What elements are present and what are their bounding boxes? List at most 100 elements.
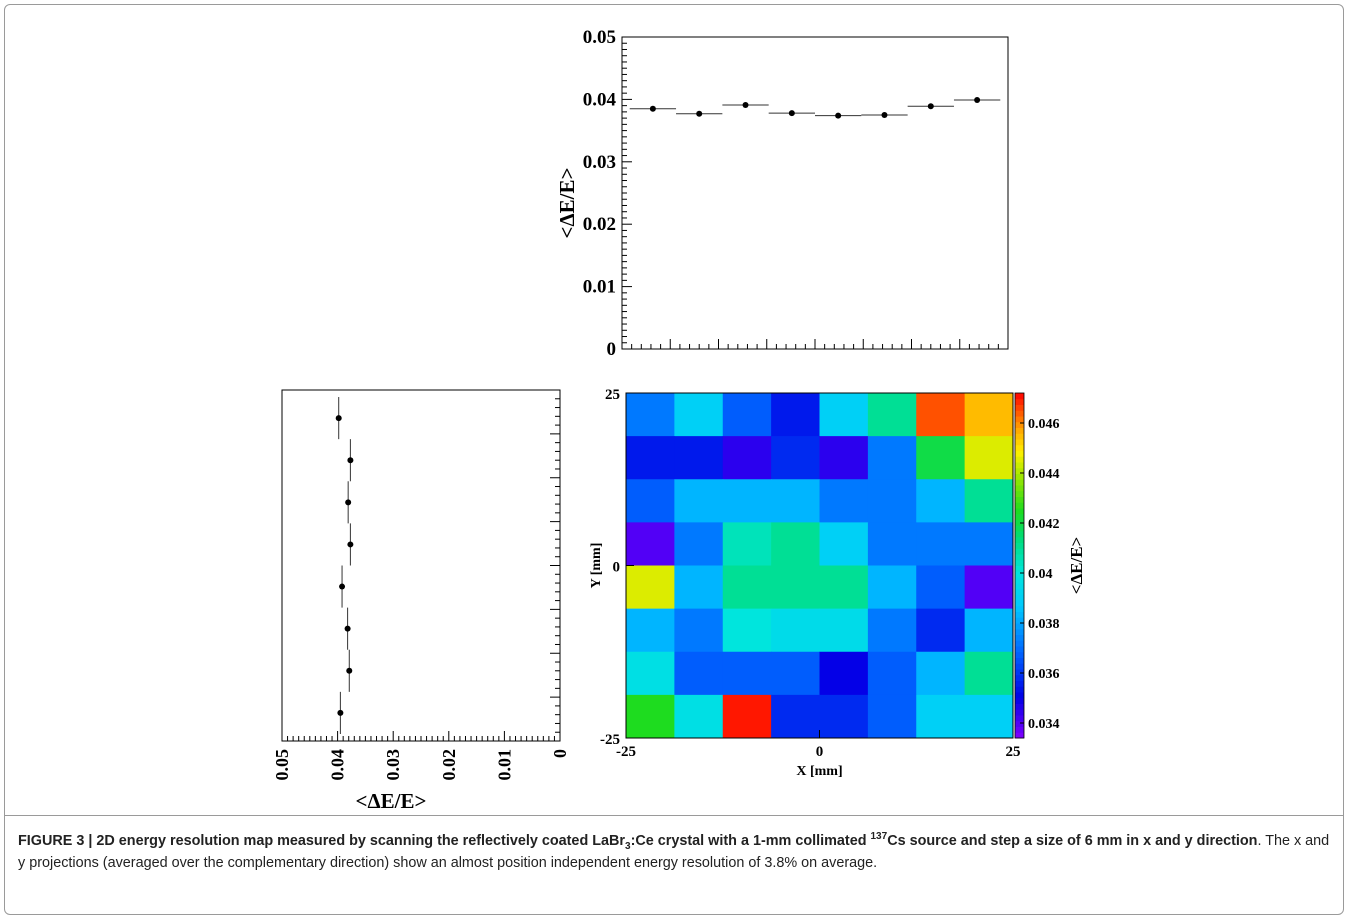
data-point	[337, 709, 344, 716]
colorbar-segment	[1015, 485, 1024, 492]
heatmap-cell	[916, 565, 966, 610]
colorbar-segment	[1015, 490, 1024, 497]
colorbar-segment	[1015, 646, 1024, 653]
colorbar-segment	[1015, 703, 1024, 710]
caption-sup: 137	[870, 831, 888, 843]
heatmap-cell	[867, 694, 917, 739]
colorbar-segment	[1015, 559, 1024, 566]
heatmap-cell	[674, 436, 724, 480]
heatmap-cell	[674, 479, 724, 523]
y-tick-label: 0.01	[583, 277, 616, 298]
caption-bold-3: Cs source and step a size of 6 mm in x a…	[887, 833, 1258, 849]
y-tick-label: 0.02	[583, 214, 616, 235]
caption-divider	[5, 815, 1343, 816]
colorbar-segment	[1015, 421, 1024, 428]
colorbar-segment	[1015, 669, 1024, 676]
y-axis-label: <ΔE/E>	[555, 168, 579, 239]
heatmap-cell	[867, 393, 917, 437]
colorbar-segment	[1015, 565, 1024, 572]
heatmap-cell	[771, 565, 820, 610]
colorbar-tick-label: 0.04	[1028, 567, 1053, 582]
heatmap-cell	[819, 694, 869, 739]
colorbar-segment	[1015, 651, 1024, 658]
colorbar-segment	[1015, 634, 1024, 641]
heatmap-cell	[964, 393, 1014, 437]
colorbar-segment	[1015, 519, 1024, 526]
x-projection-plot: 0 0.01 0.02 0.03 0.04 0.05 <ΔE/E>	[555, 27, 1009, 360]
heatmap-cell	[674, 522, 724, 566]
heatmap-cell	[674, 565, 724, 610]
colorbar-segment	[1015, 623, 1024, 630]
colorbar-segment	[1015, 479, 1024, 486]
colorbar-segment	[1015, 393, 1024, 400]
colorbar-segment	[1015, 427, 1024, 434]
data-point	[344, 625, 351, 632]
heatmap-cell	[722, 393, 772, 437]
heatmap-cell	[964, 436, 1014, 480]
colorbar-segment	[1015, 542, 1024, 549]
heatmap-cell	[916, 694, 966, 739]
colorbar-segment	[1015, 640, 1024, 647]
colorbar-segment	[1015, 456, 1024, 463]
colorbar-segment	[1015, 709, 1024, 716]
y-axis-label: Y [mm]	[589, 543, 604, 589]
heatmap-cell	[771, 436, 820, 480]
heatmap-cell	[819, 651, 869, 696]
colorbar-segment	[1015, 628, 1024, 635]
x-axis-label: X [mm]	[796, 764, 842, 779]
heatmap-cell	[964, 479, 1014, 523]
heatmap-cell	[626, 522, 675, 566]
heatmap-cell	[916, 608, 966, 653]
colorbar-segment	[1015, 416, 1024, 423]
heatmap-cell	[626, 479, 675, 523]
heatmap-cell	[722, 694, 772, 739]
heatmap-cell	[722, 608, 772, 653]
heatmap-cell	[771, 651, 820, 696]
data-point	[742, 102, 749, 109]
heatmap-cell	[819, 436, 869, 480]
y-tick-label: 0	[613, 560, 621, 576]
colorbar-segment	[1015, 462, 1024, 469]
y-tick-label: -25	[600, 732, 620, 748]
colorbar-segment	[1015, 720, 1024, 727]
heatmap-cell	[722, 651, 772, 696]
colorbar-segment	[1015, 444, 1024, 451]
colorbar-segment	[1015, 502, 1024, 509]
heatmap-cell	[722, 479, 772, 523]
colorbar-segment	[1015, 404, 1024, 411]
heatmap-cell	[867, 479, 917, 523]
x-projection-frame	[621, 36, 1009, 350]
heatmap-cell	[626, 694, 675, 739]
heatmap-cell	[626, 565, 675, 610]
colorbar-segment	[1015, 433, 1024, 440]
data-point	[881, 112, 888, 118]
colorbar-tick-label: 0.046	[1028, 417, 1060, 432]
heatmap-cell	[626, 393, 675, 437]
x-tick-label: 25	[1006, 744, 1021, 760]
data-point	[649, 105, 656, 112]
data-point	[835, 112, 842, 119]
heatmap-cell	[819, 608, 869, 653]
caption-bold-1: FIGURE 3 | 2D energy resolution map meas…	[18, 833, 626, 849]
x-tick-label: 0.05	[272, 749, 292, 781]
heatmap-cell	[722, 436, 772, 480]
heatmap-cell	[867, 608, 917, 653]
colorbar-tick-label: 0.034	[1028, 717, 1060, 732]
y-tick-label: 0.05	[583, 27, 616, 48]
colorbar-segment	[1015, 686, 1024, 693]
heatmap-cell	[771, 522, 820, 566]
heatmap-cell	[916, 393, 966, 437]
colorbar-segment	[1015, 410, 1024, 417]
colorbar-segment	[1015, 508, 1024, 515]
colorbar-tick-label: 0.044	[1028, 467, 1060, 482]
data-point	[347, 541, 354, 548]
x-tick-label: 0	[816, 744, 824, 760]
colorbar-tick-label: 0.036	[1028, 667, 1060, 682]
heatmap-cell	[626, 608, 675, 653]
heatmap-cell	[867, 651, 917, 696]
heatmap-cell	[867, 522, 917, 566]
colorbar-segment	[1015, 571, 1024, 578]
data-point	[927, 103, 934, 110]
colorbar-tick-label: 0.038	[1028, 617, 1060, 632]
colorbar-segment	[1015, 617, 1024, 624]
